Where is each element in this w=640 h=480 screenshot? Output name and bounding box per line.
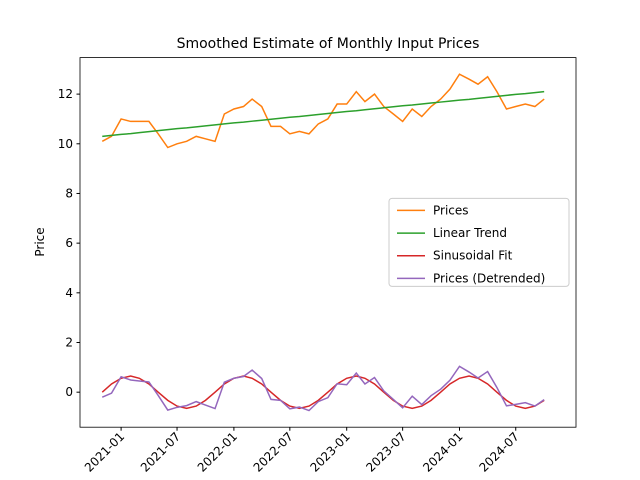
x-tick-label: 2024-07 [477, 429, 522, 474]
y-axis-label: Price [33, 227, 47, 256]
x-tick-label: 2022-07 [251, 429, 296, 474]
legend-label: Prices [433, 203, 469, 217]
legend-box [388, 197, 570, 287]
y-tick-label: 4 [65, 286, 73, 300]
x-tick-label: 2024-01 [420, 429, 465, 474]
legend: Prices Linear Trend Sinusoidal Fit Prices (… [388, 197, 570, 287]
y-tick-label: 2 [65, 336, 73, 350]
series-line [101, 375, 545, 410]
series-line [101, 73, 545, 149]
x-tick-label: 2023-01 [307, 429, 352, 474]
legend-label: Prices (Detrended) [433, 271, 545, 285]
legend-label: Sinusoidal Fit [433, 249, 513, 263]
series-line [102, 90, 545, 138]
x-tick-label: 2022-01 [195, 429, 240, 474]
y-tick-label: 12 [58, 87, 73, 101]
x-tick-label: 2023-07 [363, 429, 408, 474]
y-tick-label: 8 [65, 186, 73, 200]
chart-title: Smoothed Estimate of Monthly Input Price… [177, 36, 480, 52]
x-tick-label: 2021-01 [82, 429, 127, 474]
x-tick-label: 2021-07 [138, 429, 183, 474]
y-tick-label: 6 [65, 236, 73, 250]
legend-label: Linear Trend [433, 226, 507, 240]
plot-frame [79, 57, 577, 428]
y-tick-label: 0 [65, 385, 73, 399]
series-line [101, 365, 545, 412]
y-tick-label: 10 [58, 137, 73, 151]
